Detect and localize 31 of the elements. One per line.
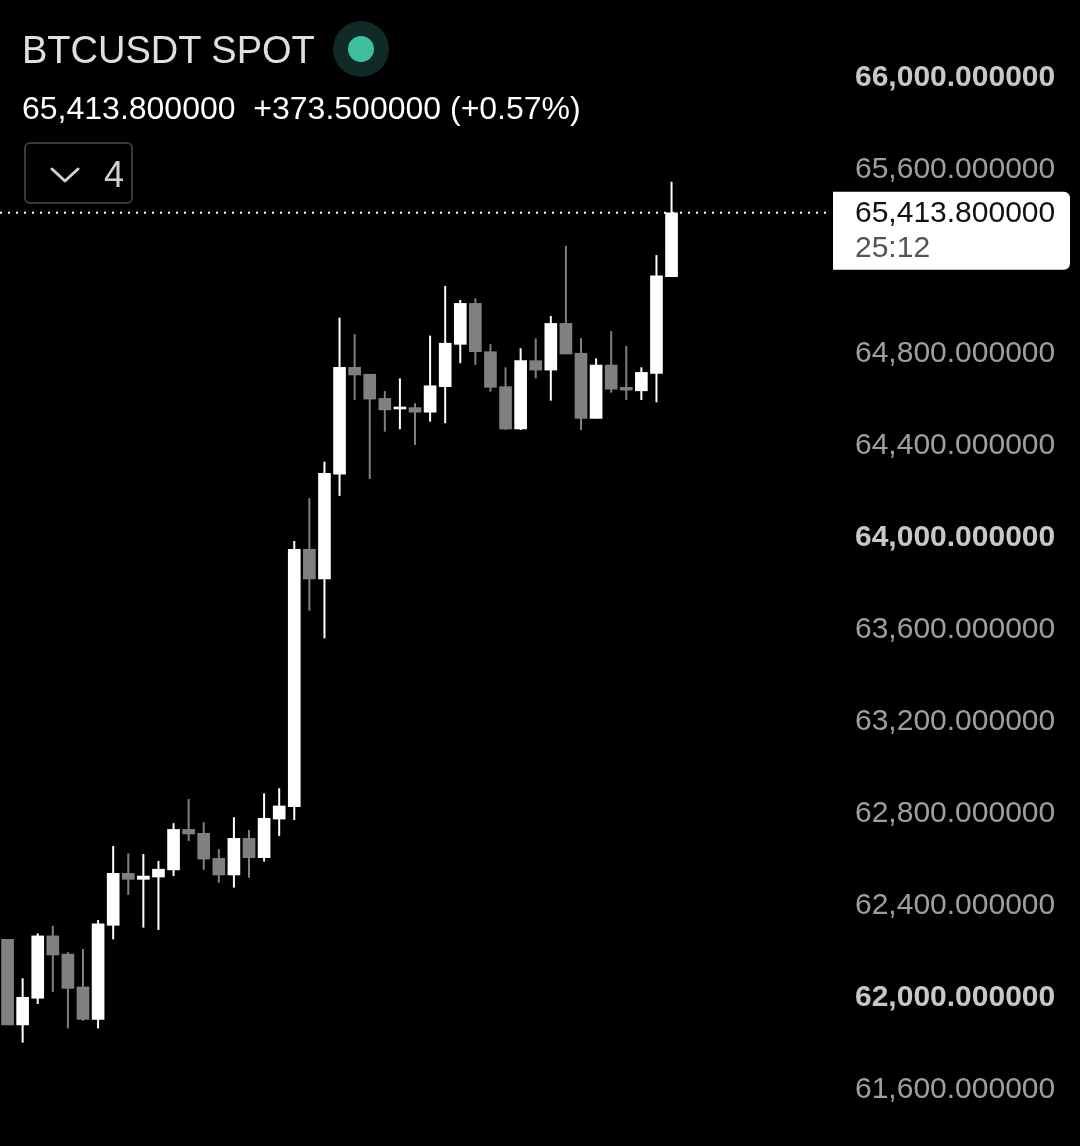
candlestick	[152, 859, 165, 931]
candlestick	[408, 402, 422, 447]
dropdown-button[interactable]: 4	[24, 142, 133, 204]
candlestick	[121, 852, 135, 896]
y-tick-label: 63,200.000000	[855, 703, 1056, 737]
y-tick-label: 62,000.000000	[855, 979, 1056, 1013]
candlestick	[529, 337, 543, 380]
annotation: 4	[104, 154, 125, 195]
candlestick	[242, 829, 256, 879]
candlestick	[212, 848, 226, 884]
candlestick	[348, 333, 361, 401]
y-tick-label: 63,600.000000	[855, 611, 1056, 645]
y-tick-label: 65,600.000000	[855, 151, 1056, 185]
y-tick-label: 66,000.000000	[855, 59, 1056, 93]
candlestick	[619, 344, 633, 401]
candlestick	[46, 924, 60, 994]
y-tick-label: 62,800.000000	[855, 795, 1056, 829]
text: 25:12	[855, 230, 931, 264]
y-tick-label: 64,400.000000	[855, 427, 1056, 461]
chart-title: BTCUSDT SPOT	[22, 29, 315, 71]
candlestick	[272, 787, 286, 838]
candlestick	[182, 798, 195, 842]
candlestick	[635, 366, 648, 401]
candlestick	[137, 853, 150, 929]
y-tick-label: 61,600.000000	[855, 1071, 1056, 1105]
y-tick-label: 62,400.000000	[855, 887, 1056, 921]
text: 65,413.800000 +373.500000 (+0.57%)	[22, 90, 581, 126]
y-tick-label: 64,800.000000	[855, 335, 1056, 369]
y-tick-label: 64,000.000000	[855, 519, 1056, 553]
candlestick	[378, 390, 392, 433]
ref-line-label: 65,413.800000	[855, 195, 1056, 229]
